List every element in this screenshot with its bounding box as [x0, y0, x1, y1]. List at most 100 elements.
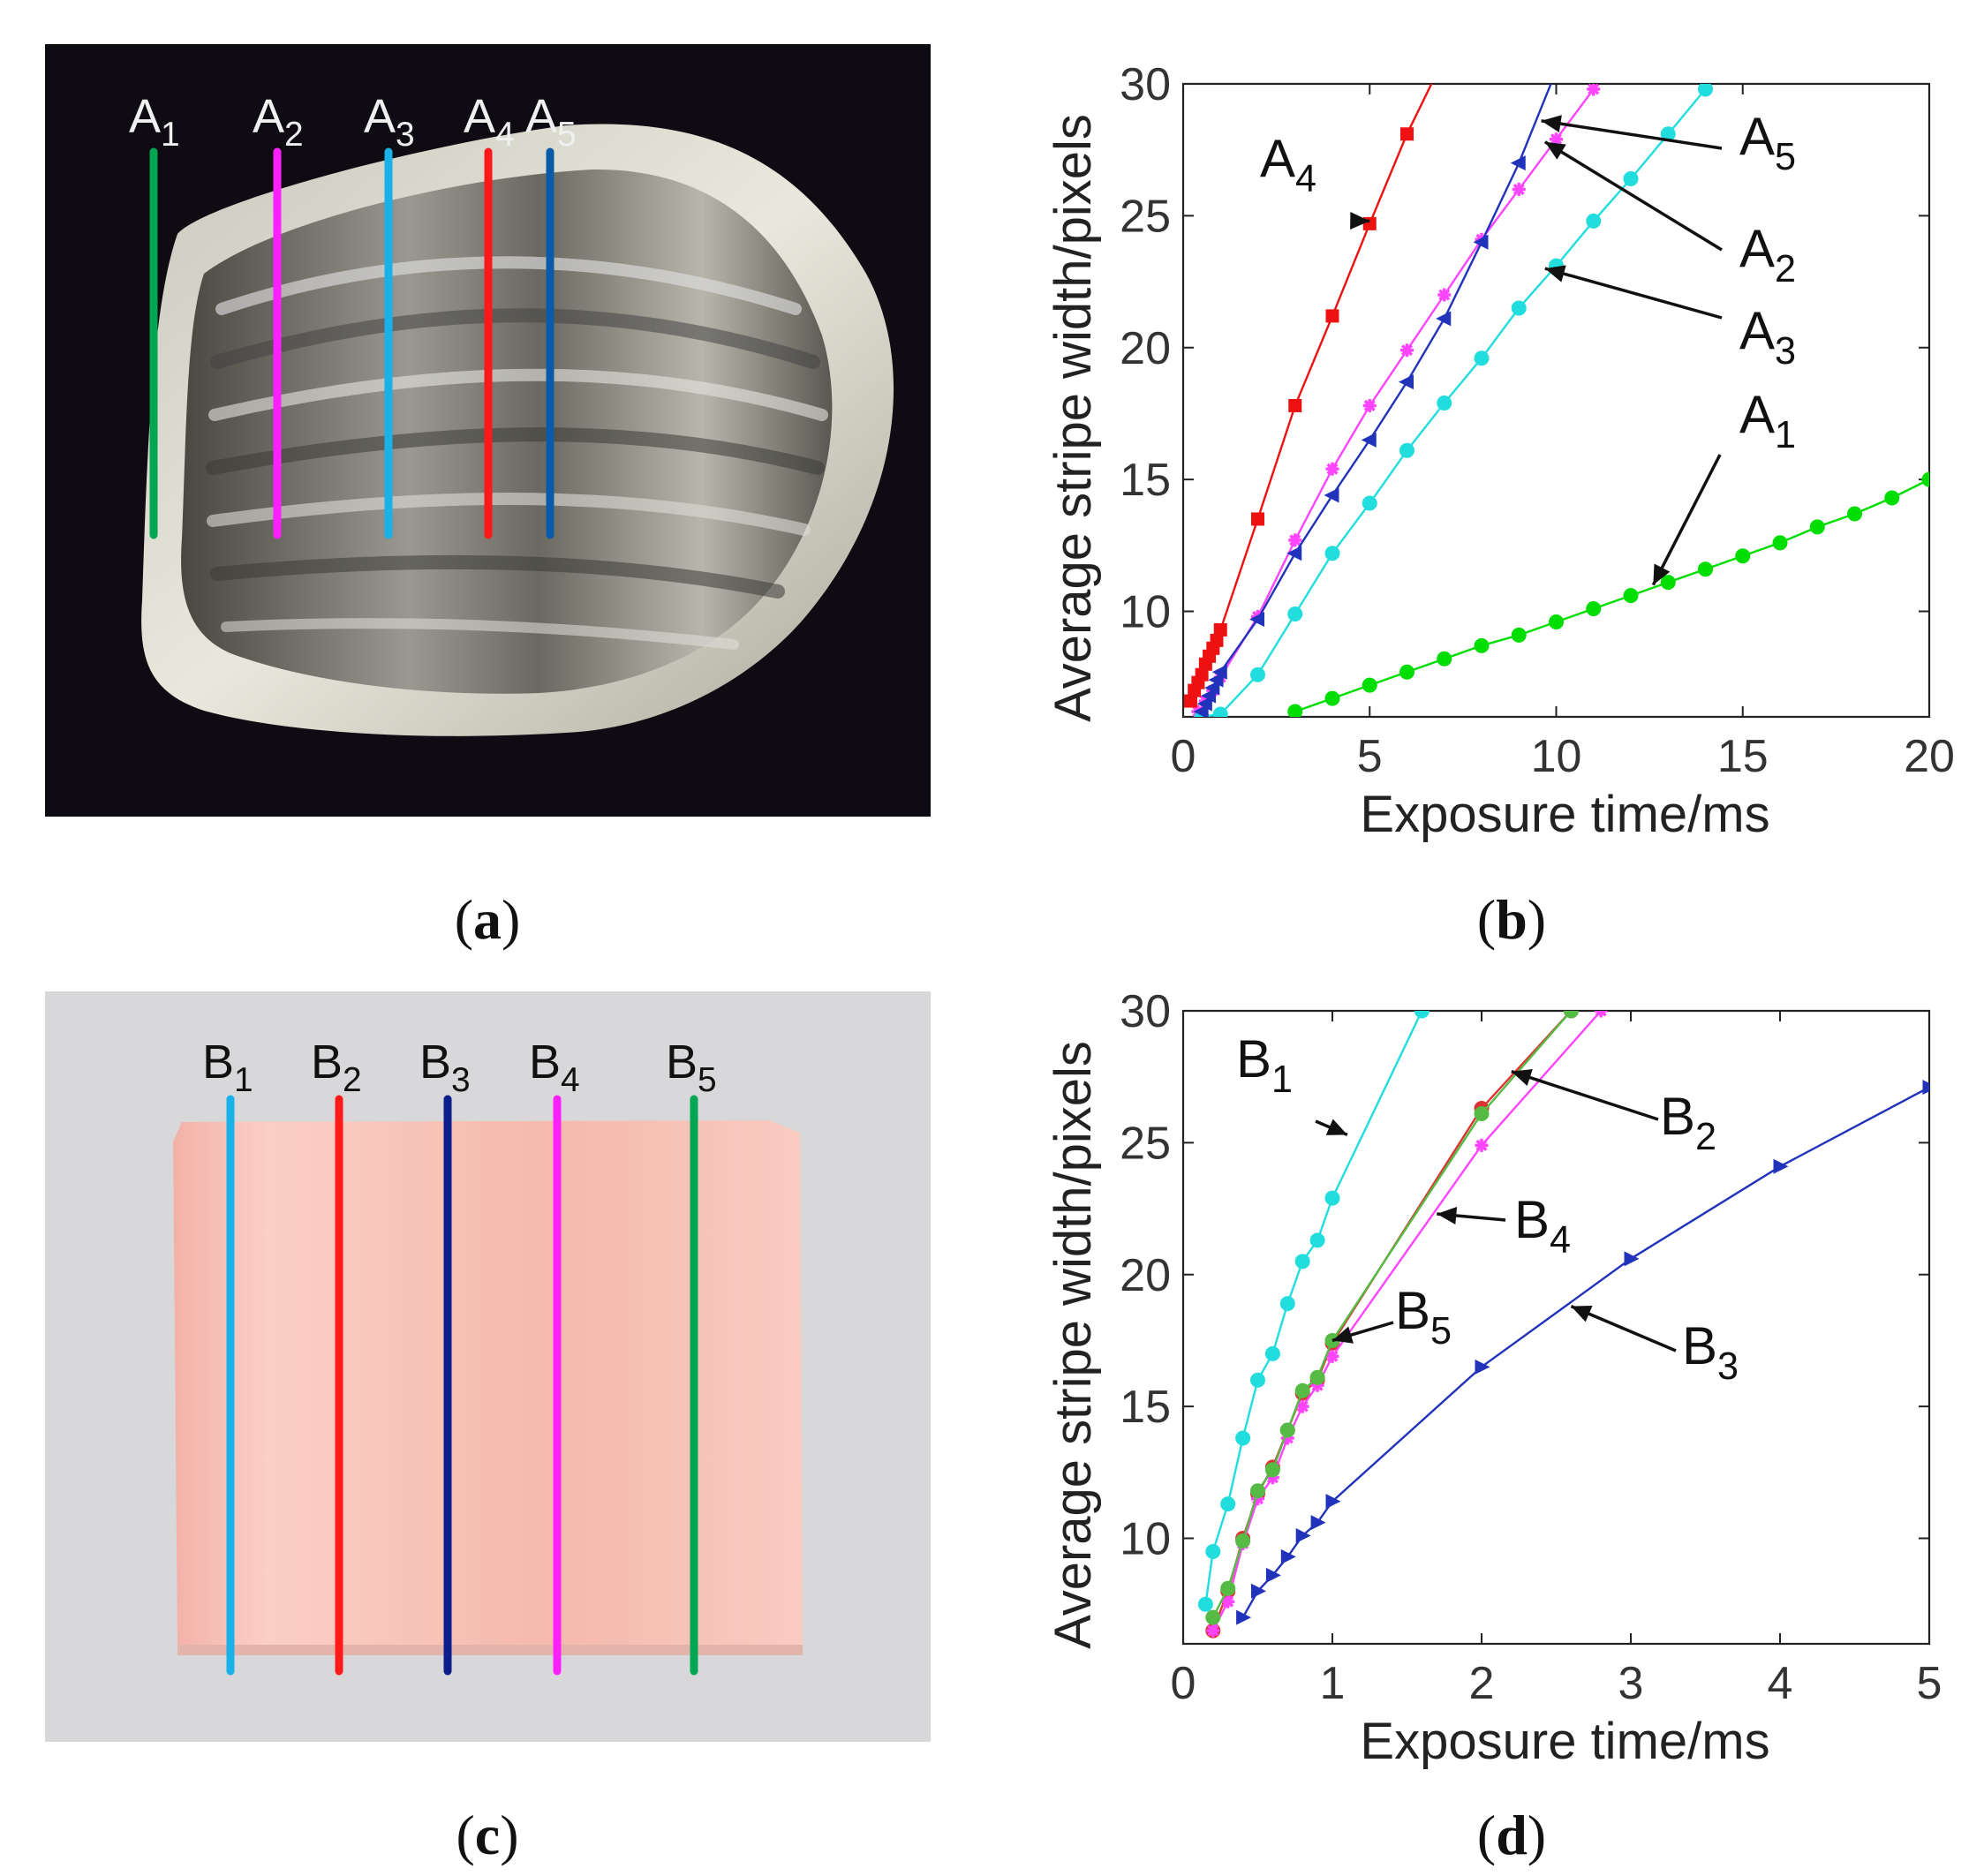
- pink-block: [173, 1120, 803, 1645]
- point-B1: [1414, 1011, 1430, 1019]
- chart-panel-b: 0 5 10 15 20 10 15 20 25 30 Exposure time/ms Averag…: [971, 35, 1984, 883]
- annotation-B1: B1: [1236, 1029, 1348, 1137]
- x-axis-label: Exposure time/ms: [1360, 786, 1769, 843]
- point-B5: [1220, 1580, 1236, 1596]
- y-tick-label: 20: [1120, 1250, 1171, 1301]
- point-B1: [1235, 1430, 1251, 1446]
- block-photo-drawing: B1 B2 B3 B4 B5: [173, 1036, 803, 1676]
- annotation-arrow: [1543, 140, 1723, 252]
- point-B3: [1475, 1359, 1490, 1375]
- point-A5: [1196, 696, 1212, 712]
- point-A1: [1399, 664, 1414, 680]
- plot-frame: [1181, 82, 1931, 719]
- annotation-label: B2: [1660, 1087, 1716, 1158]
- annotation-arrowhead: [1544, 141, 1566, 160]
- annotation-B5: B5: [1331, 1281, 1452, 1352]
- label-b4: B4: [529, 1036, 580, 1099]
- y-tick-label: 15: [1120, 1382, 1171, 1433]
- point-B1: [1309, 1232, 1325, 1248]
- annotation-label: B1: [1236, 1029, 1293, 1101]
- point-A2: [1400, 343, 1414, 358]
- point-B4: [1221, 1594, 1235, 1609]
- y-tick-label: 30: [1120, 59, 1171, 110]
- point-B5: [1294, 1383, 1310, 1398]
- point-A1: [1884, 490, 1900, 506]
- x-tick-label: 0: [1171, 731, 1196, 782]
- point-A3: [1212, 706, 1228, 717]
- annotation-arrow: [1544, 267, 1723, 320]
- point-A3: [1250, 667, 1265, 682]
- point-B3: [1922, 1080, 1929, 1096]
- point-B4: [1295, 1399, 1309, 1413]
- point-A1: [1921, 471, 1929, 487]
- point-A3: [1437, 395, 1452, 411]
- shell-ridges: [206, 256, 828, 650]
- point-A5: [1399, 374, 1414, 390]
- point-B1: [1220, 1496, 1236, 1512]
- point-A5: [1510, 155, 1526, 171]
- point-A3: [1474, 350, 1490, 366]
- x-tick-label: 1: [1320, 1658, 1346, 1709]
- label-b3: B3: [419, 1036, 471, 1099]
- point-B5: [1474, 1106, 1490, 1122]
- annotation-arrowhead: [1511, 1069, 1533, 1087]
- point-A3: [1287, 606, 1303, 622]
- point-A3: [1362, 495, 1377, 511]
- y-tick-label: 25: [1120, 191, 1171, 242]
- point-A3: [1399, 442, 1414, 458]
- label-a5: A5: [525, 90, 577, 154]
- chart-panel-d: 0 1 2 3 4 5 10 15 20 25 30 Exposure time/ms Average …: [971, 962, 1984, 1810]
- point-A4: [1251, 512, 1264, 526]
- point-A1: [1324, 690, 1340, 706]
- point-B3: [1325, 1494, 1341, 1510]
- point-B3: [1280, 1548, 1296, 1564]
- point-B5: [1309, 1369, 1325, 1385]
- chart-b-svg: 0 5 10 15 20 10 15 20 25 30 Exposure time/ms Averag…: [1045, 59, 1955, 843]
- annotation-label: A1: [1739, 385, 1796, 456]
- point-A1: [1847, 506, 1862, 522]
- point-A1: [1549, 614, 1564, 629]
- annotation-arrowhead: [1350, 211, 1370, 230]
- annotation-B2: B2: [1511, 1069, 1716, 1158]
- annotation-A1: A1: [1651, 385, 1796, 586]
- point-A3: [1586, 213, 1602, 229]
- x-tick-label: 3: [1618, 1658, 1644, 1709]
- point-A3: [1698, 84, 1713, 97]
- y-tick-label: 10: [1120, 1514, 1171, 1565]
- profile-lines-a: A1 A2 A3 A4 A5: [129, 90, 577, 539]
- point-B3: [1251, 1583, 1266, 1599]
- annotation-arrowhead: [1571, 1306, 1593, 1322]
- x-tick-label: 15: [1717, 731, 1769, 782]
- point-B3: [1773, 1158, 1789, 1174]
- point-A5: [1324, 487, 1339, 503]
- point-A2: [1362, 398, 1377, 412]
- series-group: [1183, 84, 1929, 717]
- point-B5: [1205, 1609, 1221, 1625]
- chart-d-svg: 0 1 2 3 4 5 10 15 20 25 30 Exposure time/ms Average …: [1045, 986, 1942, 1770]
- annotation-A3: A3: [1544, 265, 1796, 373]
- point-A4: [1213, 622, 1227, 637]
- point-A1: [1623, 588, 1639, 604]
- annotation-arrowhead: [1541, 115, 1562, 133]
- annotation-arrowhead: [1325, 1119, 1347, 1135]
- point-A4: [1195, 667, 1209, 682]
- caption-a: (a): [454, 888, 521, 951]
- point-B1: [1324, 1190, 1340, 1206]
- annotation-arrowhead: [1332, 1326, 1354, 1344]
- photo-shell-mold: A1 A2 A3 A4 A5: [45, 44, 931, 817]
- point-A2: [1587, 84, 1601, 96]
- annotation-arrow: [1651, 454, 1722, 586]
- annotation-A4: A4: [1260, 129, 1370, 230]
- point-A5: [1249, 611, 1264, 627]
- y-tick-label: 20: [1120, 323, 1171, 374]
- annotation-arrowhead: [1544, 265, 1566, 283]
- y-axis-label: Average stripe width/pixels: [1045, 1041, 1102, 1649]
- point-A5: [1211, 664, 1227, 680]
- point-B1: [1294, 1254, 1310, 1270]
- point-B3: [1265, 1567, 1281, 1583]
- annotation-B3: B3: [1570, 1304, 1739, 1388]
- caption-b: (b): [1476, 888, 1547, 951]
- point-B5: [1279, 1422, 1295, 1438]
- y-tick-label: 15: [1120, 455, 1171, 506]
- point-B3: [1295, 1528, 1311, 1544]
